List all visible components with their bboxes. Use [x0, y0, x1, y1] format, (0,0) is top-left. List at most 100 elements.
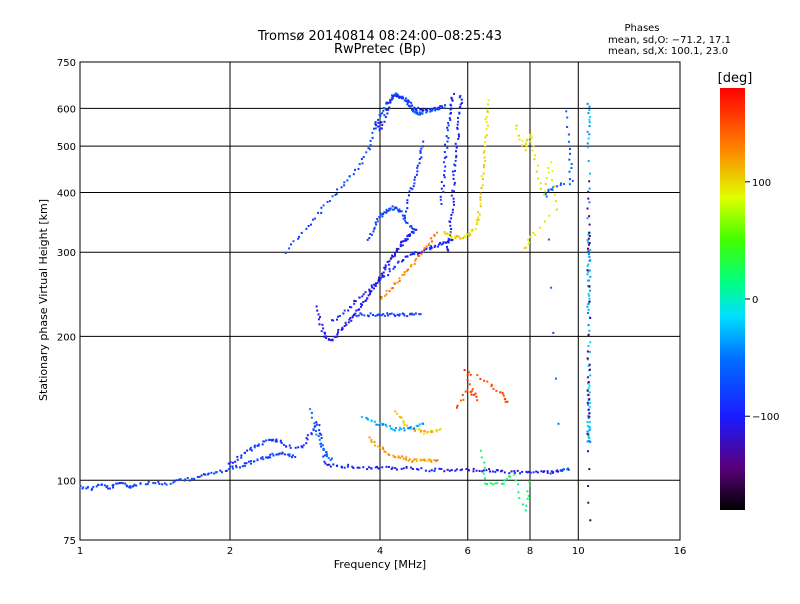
- echo-point: [419, 458, 422, 461]
- echo-point: [456, 234, 459, 237]
- echo-point: [231, 467, 234, 470]
- echo-point: [179, 478, 182, 481]
- echo-point: [484, 145, 487, 148]
- echo-point: [169, 482, 172, 485]
- echo-point: [587, 233, 590, 236]
- echo-point: [413, 111, 416, 114]
- echo-point: [417, 254, 420, 257]
- echo-point: [323, 335, 326, 338]
- echo-point: [485, 128, 488, 130]
- echo-point: [515, 124, 518, 127]
- echo-point: [529, 133, 532, 136]
- echo-point: [449, 231, 452, 234]
- echo-point: [382, 274, 385, 277]
- series-scatter-misc: [480, 449, 531, 512]
- echo-point: [478, 213, 481, 216]
- echo-point: [470, 393, 473, 396]
- echo-point: [414, 259, 417, 262]
- echo-point: [306, 438, 309, 441]
- series-f-mid-a: [403, 140, 425, 217]
- series-low-e-ramp: [227, 421, 327, 465]
- echo-point: [468, 383, 471, 386]
- echo-point: [256, 458, 259, 461]
- echo-point: [392, 208, 395, 211]
- echo-point: [588, 125, 591, 127]
- echo-point: [229, 465, 232, 468]
- echo-point: [509, 475, 512, 478]
- echo-point: [397, 247, 400, 250]
- echo-point: [314, 425, 317, 427]
- echo-point: [446, 245, 448, 248]
- echo-point: [392, 267, 395, 270]
- echo-point: [483, 150, 486, 152]
- echo-point: [405, 97, 408, 100]
- echo-point: [399, 210, 402, 213]
- echo-point: [524, 509, 527, 512]
- echo-point: [451, 238, 454, 241]
- echo-point: [380, 296, 383, 298]
- y-tick-label: 750: [57, 58, 76, 69]
- echo-point: [399, 95, 401, 98]
- echo-point: [404, 255, 407, 258]
- echo-point: [384, 423, 387, 426]
- echo-point: [196, 475, 199, 478]
- echo-point: [417, 428, 420, 431]
- echo-point: [428, 246, 431, 249]
- echo-point: [589, 401, 592, 404]
- echo-point: [547, 188, 550, 191]
- echo-point: [455, 154, 458, 157]
- echo-point: [447, 237, 450, 240]
- echo-point: [586, 130, 589, 133]
- echo-point: [412, 232, 415, 235]
- echo-point: [556, 185, 559, 188]
- echo-point: [358, 466, 361, 469]
- echo-point: [376, 465, 378, 468]
- echo-point: [587, 197, 590, 200]
- echo-point: [294, 446, 297, 449]
- echo-point: [469, 234, 472, 236]
- echo-point: [419, 252, 421, 254]
- echo-point: [157, 481, 160, 483]
- echo-point: [556, 469, 559, 472]
- echo-point: [586, 142, 589, 145]
- echo-point: [152, 481, 155, 484]
- echo-point: [425, 245, 428, 248]
- echo-point: [355, 315, 358, 318]
- echo-point: [462, 398, 465, 401]
- echo-point: [536, 471, 539, 474]
- series-x-red-dots: [456, 369, 509, 409]
- echo-point: [563, 468, 565, 471]
- echo-point: [379, 113, 382, 116]
- echo-point: [362, 466, 365, 469]
- echo-point: [385, 451, 387, 454]
- echo-point: [362, 301, 365, 304]
- echo-point: [116, 482, 119, 485]
- echo-point: [443, 156, 446, 159]
- echo-point: [550, 188, 553, 191]
- echo-point: [547, 238, 550, 241]
- echo-point: [362, 293, 365, 296]
- echo-point: [515, 128, 518, 130]
- echo-point: [271, 452, 274, 455]
- echo-point: [587, 381, 590, 383]
- echo-point: [386, 112, 389, 115]
- echo-point: [249, 448, 252, 451]
- echo-point: [588, 223, 591, 226]
- echo-point: [85, 487, 88, 490]
- echo-point: [310, 223, 312, 226]
- echo-point: [405, 269, 408, 272]
- echo-point: [450, 228, 453, 230]
- echo-point: [439, 198, 442, 201]
- echo-point: [496, 469, 499, 472]
- echo-point: [383, 211, 386, 214]
- series-x-e-upper: [394, 410, 442, 435]
- phase-colorbar: [deg] 100 0 −100: [718, 71, 779, 510]
- echo-point: [441, 105, 443, 108]
- echo-point: [415, 173, 418, 176]
- echo-point: [445, 135, 448, 138]
- echo-point: [429, 248, 432, 251]
- echo-point: [524, 143, 527, 145]
- echo-point: [566, 116, 569, 119]
- echo-point: [374, 127, 377, 130]
